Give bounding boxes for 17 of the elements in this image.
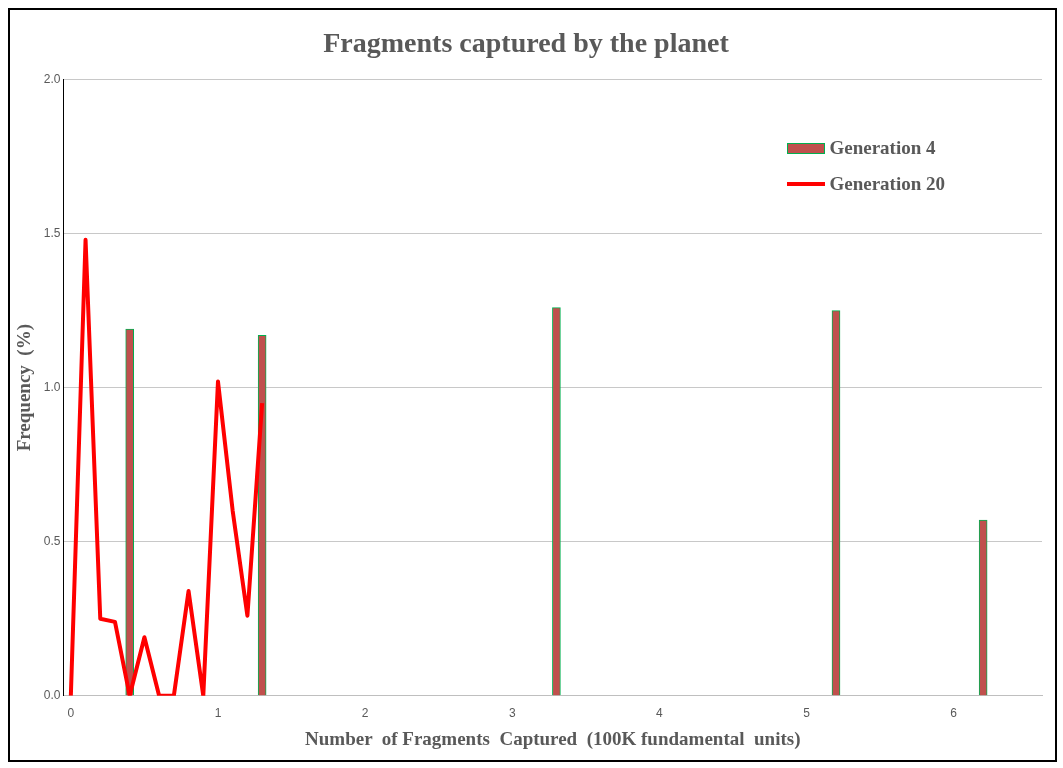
chart-title: Fragments captured by the planet [323, 27, 730, 59]
x-tick-label: 2 [361, 706, 369, 721]
y-tick-label: 2.0 [43, 71, 61, 86]
x-tick-label: 0 [67, 706, 75, 721]
legend-label: Generation 4 [829, 137, 936, 159]
x-tick-label: 1 [214, 706, 222, 721]
y-tick-label: 0.5 [43, 534, 61, 549]
y-tick-label: 1.0 [43, 380, 61, 395]
y-tick-label: 0.0 [43, 688, 61, 703]
legend-label: Generation 20 [829, 173, 945, 195]
x-tick-label: 3 [508, 706, 516, 721]
x-tick-label: 5 [803, 706, 811, 721]
x-tick-label: 6 [950, 706, 958, 721]
y-axis-title: Frequency (%) [13, 324, 36, 452]
x-tick-label: 4 [656, 706, 664, 721]
y-tick-label: 1.5 [43, 225, 61, 240]
x-axis-title: Number of Fragments Captured (100K fundamental units) [305, 727, 801, 750]
